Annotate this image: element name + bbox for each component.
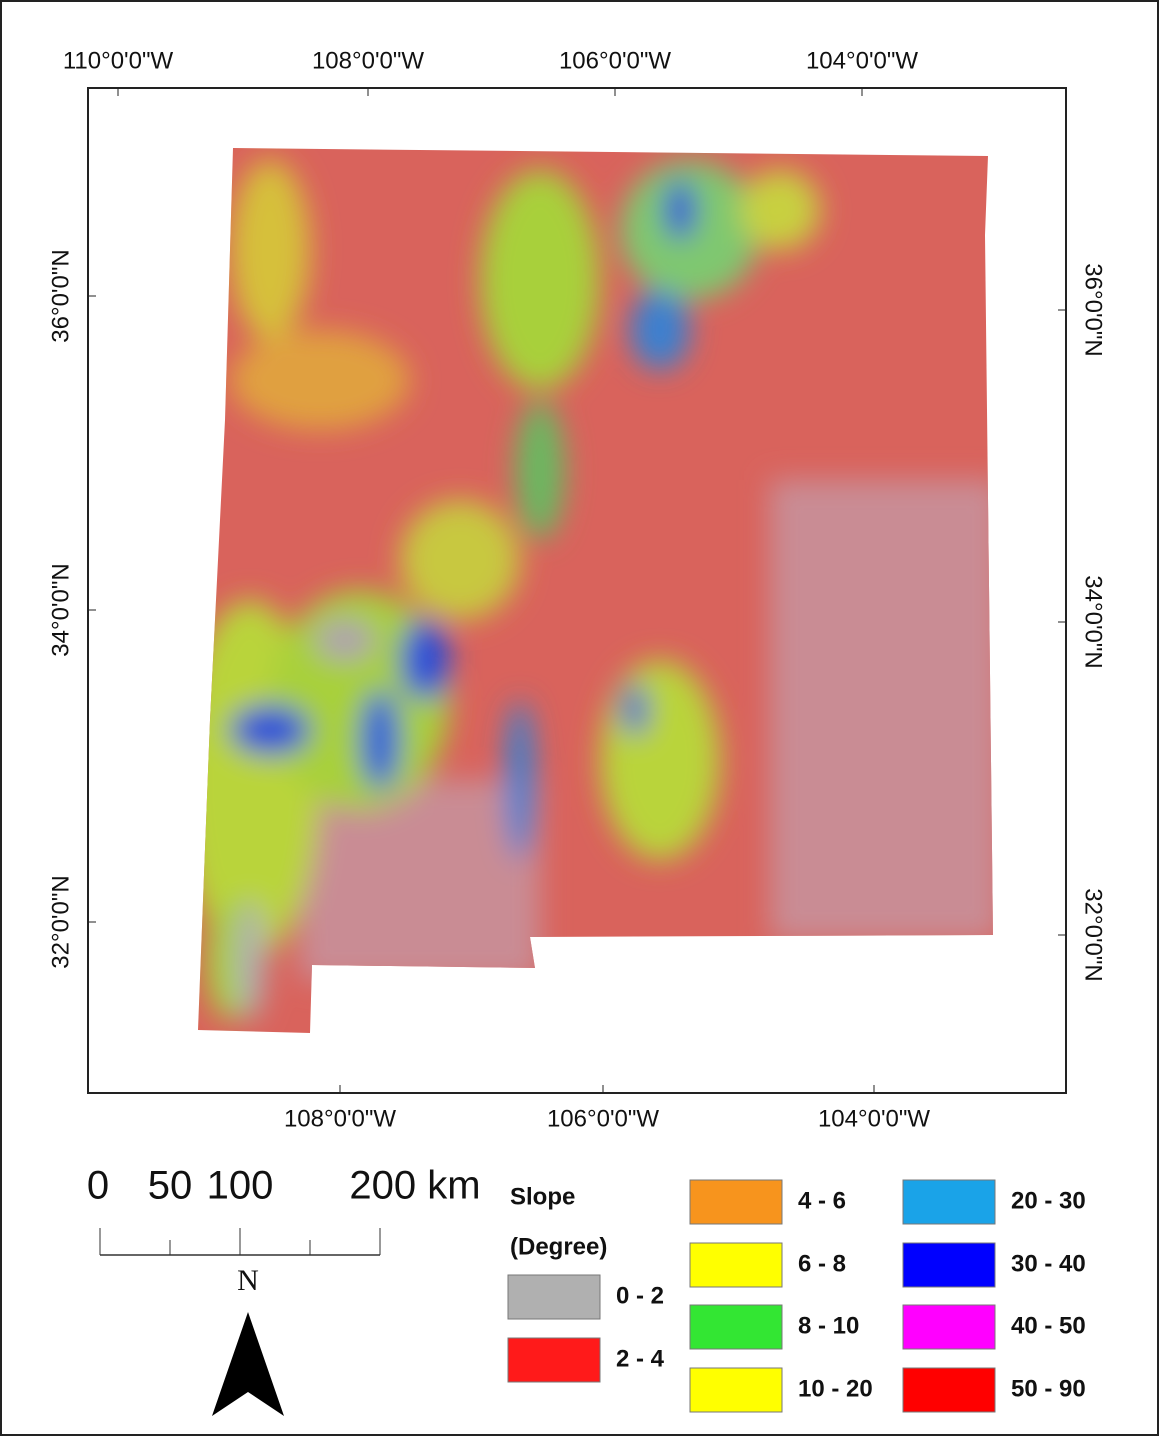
legend-label: 50 - 90 [1011,1375,1086,1402]
legend-swatch [690,1243,782,1287]
legend-label: 6 - 8 [798,1250,846,1277]
legend-title: Slope [510,1183,575,1210]
legend-swatch [690,1180,782,1224]
legend: Slope (Degree) 0 - 2 2 - 4 4 - 6 6 - 8 8 - 10 1… [508,1180,1086,1412]
legend-swatch [508,1275,600,1319]
legend-label: 0 - 2 [616,1282,664,1309]
legend-label: 8 - 10 [798,1312,859,1339]
bottom-coordinate-label: 104°0'0"W [818,1105,930,1132]
legend-label: 2 - 4 [616,1345,665,1372]
legend-swatch [903,1305,995,1349]
legend-swatch [508,1338,600,1382]
legend-swatch [903,1243,995,1287]
legend-swatch [903,1180,995,1224]
legend-title: (Degree) [510,1233,607,1260]
legend-label: 4 - 6 [798,1187,846,1214]
top-coordinate-label: 106°0'0"W [559,47,671,74]
scale-label: 0 [87,1164,109,1208]
top-coordinate-label: 104°0'0"W [806,47,918,74]
scale-bar: 0 50 100 200 km [87,1164,481,1255]
top-coordinate-label: 108°0'0"W [312,47,424,74]
legend-label: 30 - 40 [1011,1250,1086,1277]
legend-swatch [903,1368,995,1412]
top-coordinate-label: 110°0'0"W [63,47,174,74]
legend-label: 20 - 30 [1011,1187,1086,1214]
map-figure: 110°0'0"W 108°0'0"W 106°0'0"W 104°0'0"W 108°… [0,0,1160,1437]
legend-swatch [690,1368,782,1412]
scale-label: 50 [148,1164,193,1208]
left-coordinate-label: 32°0'0"N [47,875,74,968]
right-coordinate-label: 36°0'0"N [1080,263,1107,356]
right-coordinate-label: 34°0'0"N [1080,575,1107,668]
bottom-coordinate-label: 106°0'0"W [547,1105,659,1132]
bottom-coordinate-label: 108°0'0"W [284,1105,396,1132]
legend-label: 40 - 50 [1011,1312,1086,1339]
north-arrow [212,1312,284,1416]
scale-label: 100 [207,1164,274,1208]
north-label: N [237,1264,259,1297]
slope-raster [180,140,1000,1040]
right-coordinate-label: 32°0'0"N [1080,888,1107,981]
legend-label: 10 - 20 [798,1375,873,1402]
left-coordinate-label: 34°0'0"N [47,563,74,656]
legend-swatch [690,1305,782,1349]
left-coordinate-label: 36°0'0"N [47,249,74,342]
scale-label: 200 km [349,1164,480,1208]
